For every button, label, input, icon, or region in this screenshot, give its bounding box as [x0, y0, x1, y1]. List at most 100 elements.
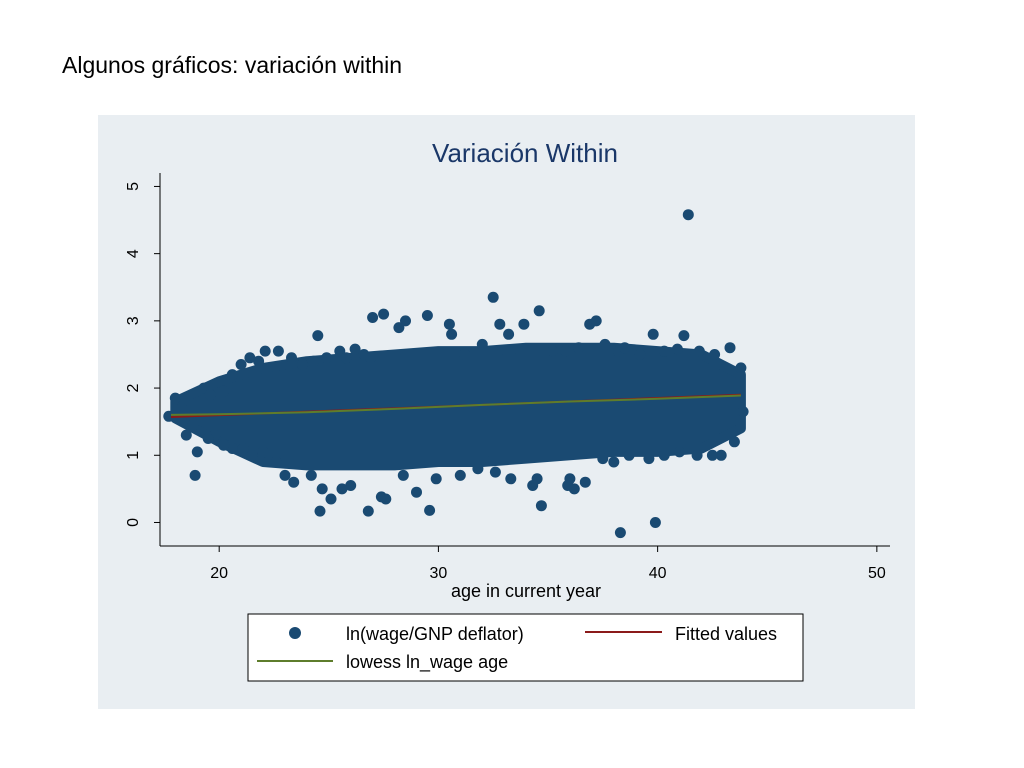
scatter-point — [446, 329, 457, 340]
scatter-point — [376, 491, 387, 502]
scatter-point — [494, 319, 505, 330]
scatter-point — [326, 494, 337, 505]
scatter-point — [367, 312, 378, 323]
scatter-point — [547, 346, 558, 357]
scatter-point — [608, 457, 619, 468]
scatter-point — [315, 506, 326, 517]
scatter-point — [600, 339, 611, 350]
scatter-point — [707, 450, 718, 461]
scatter-point — [488, 292, 499, 303]
y-tick-label: 5 — [125, 182, 142, 191]
scatter-point — [692, 450, 703, 461]
x-tick-label: 40 — [649, 565, 667, 582]
scatter-point — [674, 446, 685, 457]
scatter-point — [518, 319, 529, 330]
x-axis-title: age in current year — [451, 581, 601, 601]
scatter-point — [312, 330, 323, 341]
scatter-point — [317, 483, 328, 494]
scatter-point — [648, 329, 659, 340]
x-tick-label: 20 — [210, 565, 228, 582]
scatter-point — [619, 342, 630, 353]
scatter-point — [536, 500, 547, 511]
chart-title: Variación Within — [432, 138, 618, 168]
scatter-point — [659, 450, 670, 461]
scatter-point — [683, 209, 694, 220]
scatter-point — [363, 506, 374, 517]
scatter-point — [378, 309, 389, 320]
scatter-point — [187, 420, 198, 431]
scatter-point — [735, 362, 746, 373]
scatter-point — [341, 352, 352, 363]
legend-label-lowess: lowess ln_wage age — [346, 652, 508, 673]
scatter-point — [253, 356, 264, 367]
legend: ln(wage/GNP deflator) Fitted values lowe… — [248, 614, 803, 681]
scatter-point — [615, 527, 626, 538]
scatter-point — [288, 477, 299, 488]
scatter-point — [280, 470, 291, 481]
scatter-point — [321, 352, 332, 363]
scatter-point — [181, 430, 192, 441]
scatter-point — [190, 470, 201, 481]
legend-label-fitted: Fitted values — [675, 624, 777, 644]
scatter-point — [238, 443, 249, 454]
scatter-point — [398, 470, 409, 481]
x-tick-label: 50 — [868, 565, 886, 582]
scatter-point — [260, 346, 271, 357]
scatter-point — [477, 339, 488, 350]
scatter-point — [672, 344, 683, 355]
scatter-point — [247, 450, 258, 461]
scatter-point — [258, 446, 269, 457]
scatter-point — [424, 505, 435, 516]
legend-label-points: ln(wage/GNP deflator) — [346, 624, 524, 644]
scatter-point — [192, 446, 203, 457]
scatter-point — [709, 349, 720, 360]
scatter-point — [725, 342, 736, 353]
scatter-point — [271, 457, 282, 468]
scatter-point — [472, 463, 483, 474]
scatter-point — [170, 393, 181, 404]
y-tick-label: 3 — [125, 316, 142, 325]
scatter-point — [337, 483, 348, 494]
scatter-point — [444, 319, 455, 330]
scatter-point — [455, 470, 466, 481]
scatter-point — [227, 369, 238, 380]
scatter-point — [411, 487, 422, 498]
scatter-point — [365, 352, 376, 363]
scatter-point — [564, 473, 575, 484]
scatter-point — [273, 346, 284, 357]
scatter-point — [659, 346, 670, 357]
scatter-point — [678, 330, 689, 341]
scatter-point — [286, 352, 297, 363]
scatter-point — [297, 359, 308, 370]
scatter-point — [505, 473, 516, 484]
scatter-point — [694, 346, 705, 357]
scatter-point — [490, 467, 501, 478]
x-tick-label: 30 — [430, 565, 448, 582]
scatter-point — [534, 305, 545, 316]
scatter-point — [431, 473, 442, 484]
scatter-point — [580, 477, 591, 488]
scatter-point — [176, 403, 187, 414]
scatter-point — [729, 436, 740, 447]
scatter-point — [205, 389, 216, 400]
scatter-point — [422, 310, 433, 321]
legend-marker-points — [289, 627, 301, 639]
scatter-point — [400, 315, 411, 326]
scatter-point — [459, 349, 470, 360]
scatter-point — [218, 440, 229, 451]
scatter-point — [597, 453, 608, 464]
scatter-point — [738, 406, 749, 417]
scatter-point — [650, 517, 661, 528]
scatter-point — [306, 470, 317, 481]
scatter-point — [236, 359, 247, 370]
y-tick-label: 1 — [125, 451, 142, 460]
scatter-point — [643, 453, 654, 464]
scatter-point — [203, 433, 214, 444]
y-tick-label: 4 — [125, 249, 142, 258]
scatter-point — [573, 342, 584, 353]
scatter-point — [308, 356, 319, 367]
scatter-point — [560, 346, 571, 357]
scatter-point — [591, 315, 602, 326]
y-tick-label: 0 — [125, 518, 142, 527]
